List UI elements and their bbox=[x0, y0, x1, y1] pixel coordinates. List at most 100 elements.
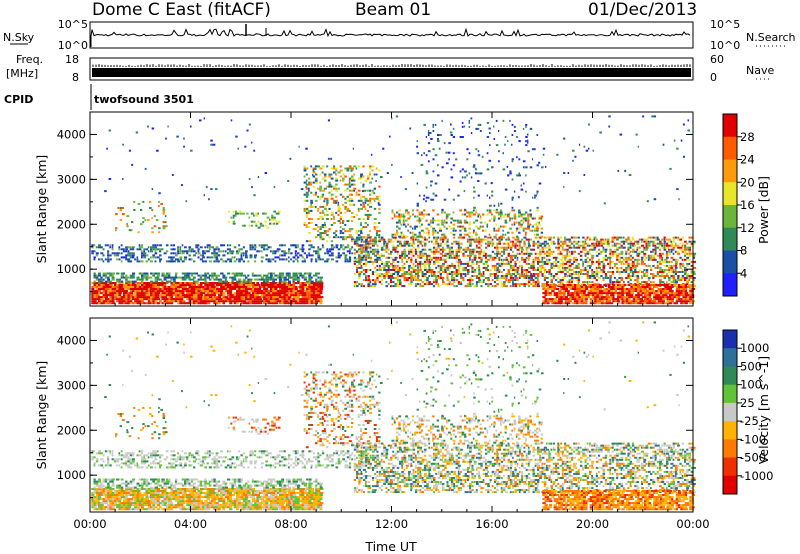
data-cell bbox=[232, 214, 236, 217]
data-cell bbox=[242, 292, 247, 295]
data-cell bbox=[589, 258, 592, 261]
data-cell bbox=[532, 273, 536, 275]
data-cell bbox=[661, 244, 664, 247]
data-cell bbox=[385, 271, 388, 273]
data-cell bbox=[122, 292, 127, 295]
data-cell bbox=[613, 252, 616, 255]
data-cell bbox=[541, 273, 544, 275]
data-cell bbox=[427, 229, 430, 232]
data-cell bbox=[618, 260, 621, 263]
data-cell bbox=[256, 298, 259, 301]
data-cell bbox=[419, 262, 422, 265]
data-cell bbox=[353, 203, 356, 206]
data-cell bbox=[344, 197, 347, 200]
data-cell bbox=[546, 300, 551, 303]
data-cell bbox=[541, 250, 545, 253]
data-cell bbox=[500, 277, 503, 279]
data-cell bbox=[366, 203, 370, 206]
data-cell bbox=[464, 254, 467, 257]
data-cell bbox=[496, 254, 499, 257]
data-cell bbox=[283, 290, 287, 293]
data-cell bbox=[314, 193, 317, 196]
data-cell bbox=[544, 300, 548, 303]
data-cell bbox=[292, 292, 296, 295]
data-cell bbox=[453, 281, 456, 284]
data-cell bbox=[233, 294, 238, 297]
data-cell bbox=[514, 275, 517, 277]
data-cell bbox=[636, 254, 640, 257]
data-cell bbox=[232, 216, 235, 219]
data-cell bbox=[509, 277, 512, 279]
data-cell bbox=[559, 252, 563, 255]
data-cell bbox=[310, 294, 315, 297]
data-cell bbox=[351, 211, 354, 214]
data-cell bbox=[643, 269, 645, 271]
data-cell bbox=[273, 218, 276, 221]
data-cell bbox=[254, 292, 258, 295]
data-cell bbox=[360, 238, 364, 241]
data-cell bbox=[236, 290, 239, 293]
data-cell bbox=[407, 211, 410, 214]
data-cell bbox=[120, 284, 125, 286]
data-cell bbox=[222, 296, 226, 299]
data-cell bbox=[116, 298, 120, 301]
data-cell bbox=[439, 269, 443, 271]
data-cell bbox=[238, 292, 243, 295]
data-cell bbox=[281, 290, 285, 293]
data-cell bbox=[412, 264, 415, 267]
data-cell bbox=[160, 202, 164, 205]
data-cell bbox=[269, 274, 273, 277]
data-cell bbox=[641, 271, 645, 273]
data-cell bbox=[339, 179, 342, 182]
data-cell bbox=[222, 254, 226, 257]
data-cell bbox=[487, 285, 490, 288]
data-cell bbox=[206, 272, 210, 275]
data-cell bbox=[496, 275, 500, 277]
data-cell bbox=[478, 246, 481, 249]
data-cell bbox=[482, 252, 486, 255]
data-cell bbox=[321, 211, 325, 214]
data-cell bbox=[601, 292, 605, 295]
data-cell bbox=[333, 199, 336, 202]
data-cell bbox=[677, 250, 680, 253]
data-cell bbox=[568, 275, 571, 277]
data-cell bbox=[559, 271, 563, 273]
data-cell bbox=[245, 288, 248, 290]
data-cell bbox=[91, 292, 96, 295]
data-cell bbox=[539, 244, 543, 247]
data-cell bbox=[118, 294, 122, 297]
data-cell bbox=[398, 215, 401, 218]
data-cell bbox=[168, 286, 172, 288]
data-cell bbox=[534, 252, 537, 255]
data-cell bbox=[271, 214, 274, 217]
data-cell bbox=[665, 269, 668, 271]
data-cell bbox=[645, 240, 649, 243]
data-cell bbox=[264, 224, 267, 227]
data-cell bbox=[485, 269, 488, 271]
data-cell bbox=[321, 195, 324, 198]
data-cell bbox=[188, 254, 191, 257]
data-cell bbox=[405, 209, 409, 212]
data-cell bbox=[360, 228, 364, 231]
data-cell bbox=[278, 278, 283, 281]
data-cell bbox=[453, 279, 456, 282]
data-cell bbox=[143, 274, 146, 277]
data-cell bbox=[589, 275, 592, 277]
data-cell bbox=[256, 292, 260, 295]
data-cell bbox=[91, 252, 94, 255]
data-cell bbox=[403, 248, 406, 251]
data-cell bbox=[360, 254, 363, 257]
data-cell bbox=[546, 290, 550, 293]
data-cell bbox=[530, 279, 533, 282]
data-cell bbox=[430, 256, 434, 259]
data-cell bbox=[598, 271, 600, 273]
data-cell bbox=[505, 262, 508, 265]
data-cell bbox=[571, 284, 574, 286]
data-cell bbox=[231, 286, 235, 288]
data-cell bbox=[305, 179, 308, 182]
data-cell bbox=[285, 278, 290, 281]
data-cell bbox=[672, 246, 676, 249]
data-cell bbox=[622, 246, 626, 249]
data-cell bbox=[672, 269, 675, 271]
data-cell bbox=[152, 290, 156, 293]
